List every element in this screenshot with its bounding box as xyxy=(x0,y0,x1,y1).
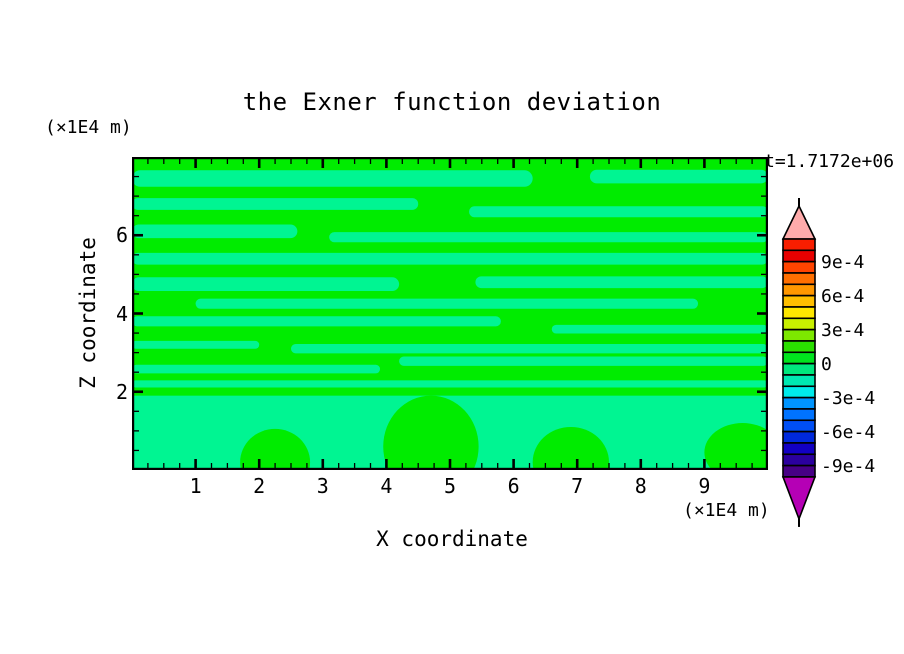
colorbar-segment xyxy=(782,362,816,376)
colorbar-segment xyxy=(782,328,816,342)
colorbar-segment xyxy=(782,442,816,456)
negative-band xyxy=(132,380,768,388)
negative-band xyxy=(132,198,419,210)
time-annotation: t=1.7172e+06 xyxy=(764,151,895,172)
negative-band xyxy=(551,324,768,334)
negative-band xyxy=(132,170,533,187)
colorbar-segment xyxy=(782,419,816,433)
positive-blob xyxy=(532,426,609,470)
contour-plot-area xyxy=(132,157,768,470)
colorbar-segment xyxy=(782,317,816,331)
negative-band xyxy=(291,344,768,354)
colorbar-segment xyxy=(782,374,816,388)
colorbar-segment xyxy=(782,272,816,286)
x-axis-unit-label: (×1E4 m) xyxy=(683,500,770,521)
colorbar-segment xyxy=(782,294,816,308)
y-tick-label: 6 xyxy=(115,223,128,248)
negative-band xyxy=(132,340,260,349)
negative-band xyxy=(132,316,501,327)
x-tick-label: 4 xyxy=(380,474,393,498)
colorbar-segment xyxy=(782,249,816,263)
colorbar-segment xyxy=(782,351,816,365)
colorbar-label: -6e-4 xyxy=(821,421,876,443)
negative-band xyxy=(329,232,768,243)
negative-band xyxy=(589,169,768,184)
plot-border xyxy=(132,157,768,470)
colorbar-label: 3e-4 xyxy=(821,319,865,341)
negative-band xyxy=(399,356,768,366)
colorbar-segment xyxy=(782,464,816,478)
colorbar-segment xyxy=(782,408,816,422)
colorbar-over-arrow xyxy=(781,204,817,240)
x-tick-label: 5 xyxy=(443,474,457,498)
negative-band xyxy=(469,206,768,218)
x-tick-label: 8 xyxy=(634,474,647,498)
colorbar-label: -9e-4 xyxy=(821,455,876,477)
colorbar-segment xyxy=(782,283,816,297)
chart-title: the Exner function deviation xyxy=(242,88,662,116)
negative-band xyxy=(132,277,400,292)
colorbar-segment xyxy=(782,396,816,410)
x-tick-label: 6 xyxy=(507,474,520,498)
x-tick-label: 3 xyxy=(316,474,329,498)
colorbar-under-arrow xyxy=(781,476,817,522)
y-tick-label: 2 xyxy=(115,379,128,404)
x-tick-label: 9 xyxy=(698,474,711,498)
colorbar-segment xyxy=(782,238,816,252)
y-axis-unit-label: (×1E4 m) xyxy=(45,117,132,138)
colorbar-segment xyxy=(782,260,816,274)
negative-band xyxy=(132,224,298,239)
positive-blob xyxy=(240,428,311,470)
x-tick-label: 1 xyxy=(189,474,202,498)
colorbar-segment xyxy=(782,453,816,467)
x-axis-title: X coordinate xyxy=(376,527,528,551)
positive-blob xyxy=(704,423,768,470)
x-tick-label: 2 xyxy=(253,474,266,498)
colorbar-segment xyxy=(782,385,816,399)
positive-blob xyxy=(383,395,479,470)
x-tick-label: 7 xyxy=(571,474,584,498)
negative-band xyxy=(132,252,768,265)
y-tick-label: 4 xyxy=(115,301,128,326)
negative-band xyxy=(475,276,768,289)
colorbar xyxy=(781,198,817,527)
colorbar-label: 0 xyxy=(821,353,832,375)
colorbar-label: -3e-4 xyxy=(821,387,876,409)
negative-band xyxy=(132,364,381,374)
y-axis-title: Z coordinate xyxy=(76,237,100,389)
negative-band xyxy=(195,298,699,309)
colorbar-segment xyxy=(782,306,816,320)
colorbar-label: 6e-4 xyxy=(821,285,865,307)
colorbar-segment xyxy=(782,430,816,444)
colorbar-label: 9e-4 xyxy=(821,251,865,273)
colorbar-segment xyxy=(782,340,816,354)
